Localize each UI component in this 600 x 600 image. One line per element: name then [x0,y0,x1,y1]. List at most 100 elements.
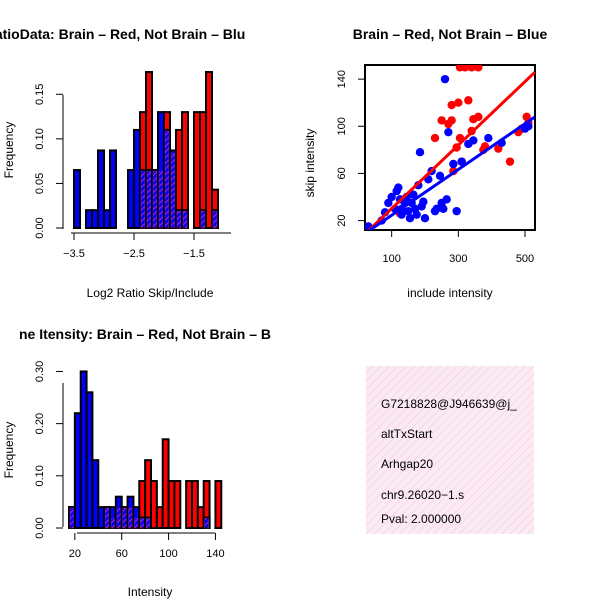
not-brain-bar [91,459,100,529]
overlap-bar [116,507,121,529]
overlap-bar [182,210,188,229]
overlap-bar [200,210,206,229]
intensity-histogram: ne Itensity: Brain – Red, Not Brain – B … [2,326,271,599]
not-brain-bar [97,149,105,229]
y-tick-label: 0.20 [34,413,46,434]
intensity-scatter-y-label: skip intensity [303,129,317,198]
overlap-bar [170,152,176,229]
overlap-bar [152,170,158,229]
brain-point [447,100,456,110]
intensity-scatter-title: Brain – Red, Not Brain – Blue [353,26,548,42]
ratio-histogram: RatioData: Brain – Red, Not Brain – Blu … [0,26,245,300]
overlap-bar [140,170,146,229]
brain-point [447,116,456,125]
not-brain-point [442,195,451,204]
info-location: chr9.26020−1.s [381,488,464,502]
brain-point [454,98,463,107]
not-brain-point [404,206,413,216]
intensity-scatter-frame [364,64,536,231]
overlap-bar [128,507,133,529]
brain-point [437,116,446,125]
not-brain-bar [109,149,117,229]
not-brain-point [394,183,403,192]
not-brain-point [440,74,450,84]
brain-point [505,157,515,166]
y-tick-label: 60 [336,167,348,179]
brain-bar [150,480,158,529]
info-gene: Arhgap20 [381,457,433,471]
overlap-bar [104,507,110,529]
y-tick-label: 100 [336,117,348,135]
x-tick-label: −2.5 [123,248,145,260]
info-panel-background [366,366,534,534]
not-brain-point [397,210,406,219]
intensity-histogram-y-ticks: 0.00 0.10 0.20 0.30 [34,361,63,539]
brain-bar [205,71,213,229]
info-event-type: altTxStart [381,427,433,441]
y-tick-label: 0.00 [34,517,46,538]
y-tick-label: 0.00 [34,217,46,238]
intensity-histogram-x-ticks: 20 60 100 140 [69,533,225,560]
intensity-histogram-y-label: Frequency [2,422,16,479]
brain-bar [173,480,182,529]
intensity-scatter-x-label: include intensity [407,286,492,300]
x-tick-label: 100 [159,548,177,560]
overlap-bar [176,210,182,229]
not-brain-point [415,148,425,157]
y-tick-label: 0.15 [34,84,46,105]
brain-point [474,65,483,72]
y-tick-label: 0.10 [34,128,46,149]
x-tick-label: 100 [382,253,400,265]
not-brain-point [439,204,448,213]
x-tick-label: 140 [206,548,224,560]
ratio-histogram-title: RatioData: Brain – Red, Not Brain – Blu [0,26,245,42]
x-tick-label: 60 [116,548,128,560]
intensity-histogram-title: ne Itensity: Brain – Red, Not Brain – B [19,326,271,342]
ratio-histogram-y-ticks: 0.00 0.05 0.10 0.15 [34,84,63,239]
not-brain-point [469,136,478,145]
overlap-bar [212,210,218,229]
intensity-histogram-x-label: Intensity [128,585,173,599]
not-brain-point [444,127,453,137]
y-tick-label: 0.10 [34,465,46,486]
not-brain-point [420,214,430,223]
overlap-bar [122,507,127,529]
not-brain-point [484,133,493,143]
overlap-bar [145,518,151,529]
overlap-bar [146,170,152,229]
x-tick-label: −3.5 [63,248,85,260]
overlap-bar [164,130,170,229]
intensity-scatter-x-ticks: 100 300 500 [382,230,534,265]
y-tick-label: 20 [336,214,348,226]
ratio-histogram-x-ticks: −3.5 −2.5 −1.5 [63,233,205,260]
brain-point [474,112,483,122]
overlap-bar [204,518,209,529]
not-brain-point [409,190,418,199]
brain-point [430,133,440,143]
brain-point [460,65,470,72]
ratio-histogram-bars [73,71,219,230]
not-brain-point [457,157,466,166]
y-tick-label: 140 [336,70,348,88]
not-brain-point [449,159,458,169]
overlap-bar [69,507,75,529]
not-brain-bar [73,169,81,229]
x-tick-label: 300 [449,253,467,265]
not-brain-point [387,192,396,202]
x-tick-label: 20 [69,548,81,560]
overlap-bar [158,170,164,229]
not-brain-point [435,171,445,180]
y-tick-label: 0.05 [34,173,46,194]
x-tick-label: −1.5 [183,248,205,260]
intensity-histogram-bars [68,370,223,529]
intensity-scatter-marks [365,65,535,230]
brain-bar [214,480,223,529]
brain-point [467,65,476,72]
info-panel: G7218828@J946639@j_ altTxStart Arhgap20 … [366,366,534,534]
not-brain-point [452,206,461,216]
intensity-scatter-y-ticks: 20 60 100 140 [336,70,365,227]
brain-trend-line [366,70,535,230]
not-brain-point [405,214,415,223]
not-brain-trend-line [367,115,535,230]
